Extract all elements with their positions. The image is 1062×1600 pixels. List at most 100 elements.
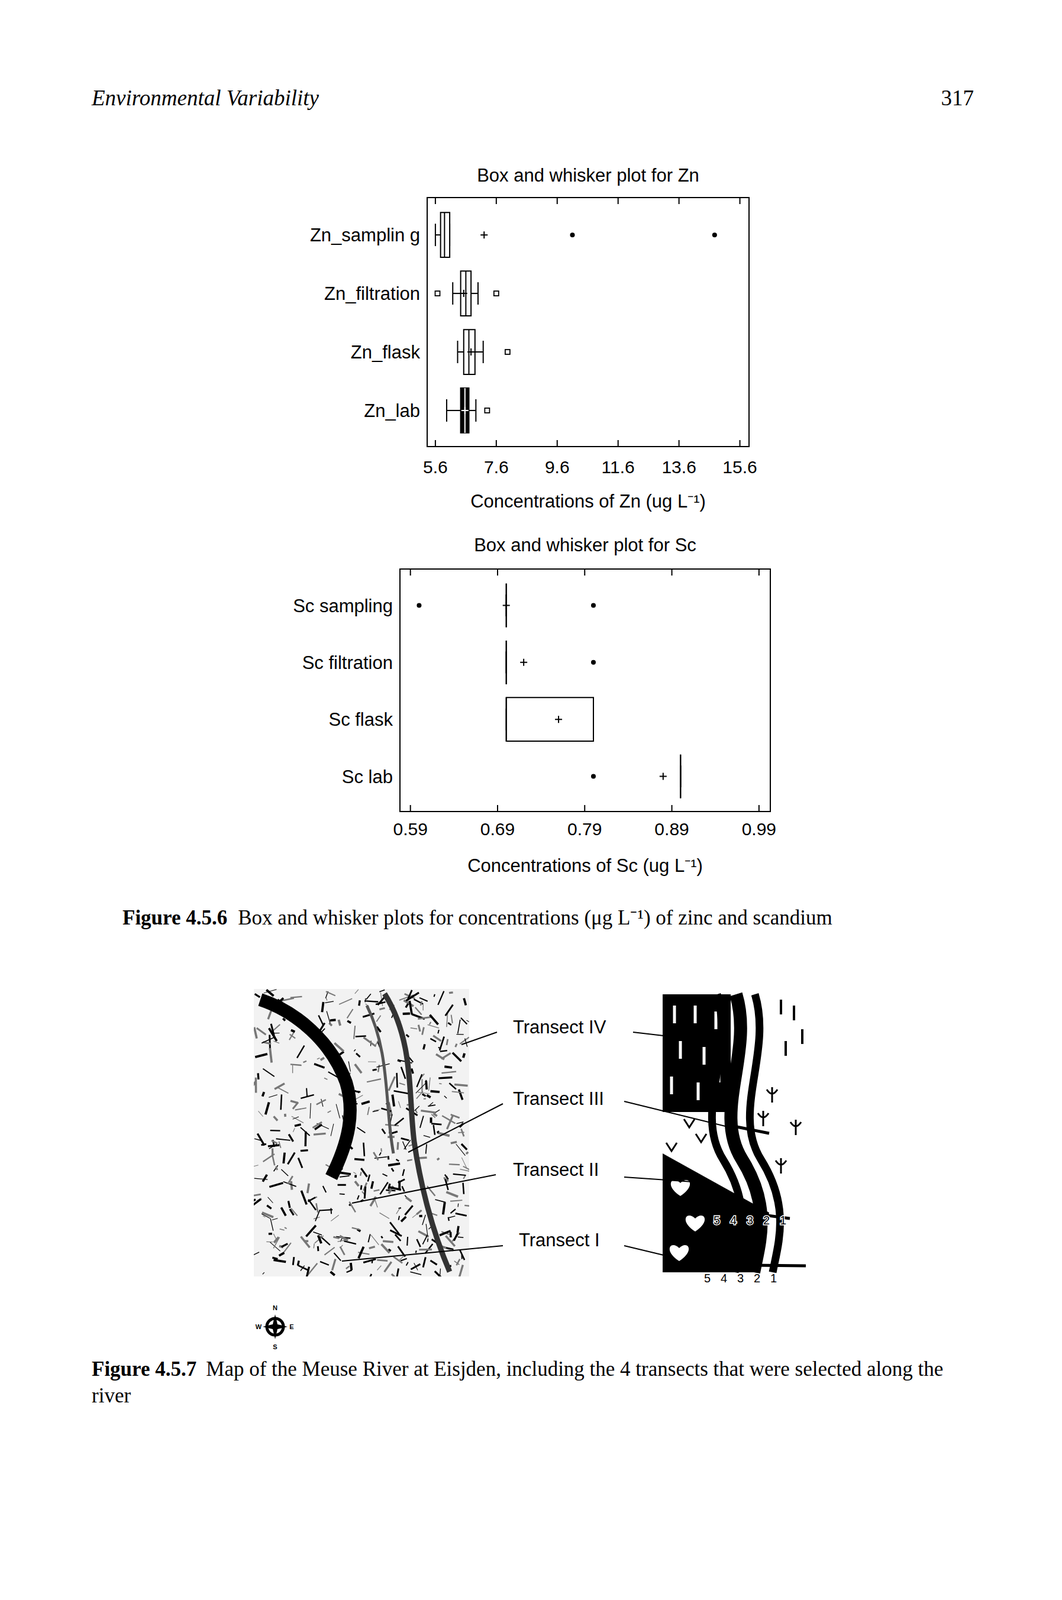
texture — [394, 1118, 404, 1126]
texture — [409, 1001, 412, 1015]
texture — [294, 1124, 302, 1127]
texture — [307, 1183, 310, 1194]
point-label: 3 — [737, 1272, 744, 1286]
texture — [379, 989, 385, 992]
texture — [446, 1039, 448, 1046]
texture — [331, 1259, 336, 1271]
texture — [325, 998, 328, 1002]
texture — [254, 1178, 269, 1180]
texture — [266, 1205, 271, 1209]
texture — [265, 1102, 270, 1115]
land-texture — [673, 1005, 677, 1024]
texture — [324, 1247, 335, 1256]
texture — [434, 1271, 445, 1277]
tick — [495, 440, 497, 447]
texture — [388, 1076, 395, 1091]
figure-caption: Figure 4.5.7Map of the Meuse River at Ei… — [91, 1356, 974, 1410]
schematic-map — [662, 994, 806, 1273]
whisker — [470, 292, 479, 295]
texture — [450, 1209, 456, 1214]
texture — [439, 1231, 451, 1236]
texture — [457, 1226, 459, 1233]
tick — [556, 440, 558, 447]
whisker-cap — [446, 399, 448, 422]
texture — [269, 1183, 283, 1188]
point-label: 5 — [713, 1214, 721, 1228]
tick — [739, 440, 741, 447]
texture — [402, 1169, 405, 1177]
texture — [339, 1193, 345, 1195]
compass-letter: N — [272, 1304, 278, 1312]
texture — [466, 1020, 470, 1027]
compass-letter: E — [289, 1323, 294, 1331]
texture — [269, 1048, 272, 1064]
texture — [446, 1247, 454, 1249]
texture — [370, 1235, 379, 1246]
texture — [378, 1064, 380, 1073]
mean-marker — [554, 715, 563, 723]
texture — [375, 1002, 386, 1005]
texture — [391, 1168, 395, 1173]
texture — [273, 1165, 279, 1172]
texture — [450, 1114, 460, 1119]
texture — [463, 1183, 464, 1195]
river — [260, 999, 351, 1178]
texture — [385, 1124, 399, 1126]
texture — [272, 1257, 278, 1260]
whisker — [435, 234, 441, 236]
texture — [273, 1260, 286, 1262]
transect-line — [727, 1125, 770, 1134]
texture — [320, 1261, 329, 1266]
outlier — [591, 603, 596, 609]
texture — [394, 1090, 409, 1094]
tick — [758, 569, 760, 576]
category-label: Sc filtration — [302, 652, 393, 674]
median — [505, 640, 508, 685]
land-texture — [693, 1005, 697, 1024]
texture — [262, 1069, 274, 1077]
texture — [291, 1030, 296, 1033]
symbol — [792, 1005, 796, 1021]
texture — [254, 1054, 268, 1058]
texture — [401, 1217, 406, 1222]
texture — [317, 1246, 320, 1252]
texture — [269, 1144, 277, 1149]
texture — [450, 1200, 463, 1202]
texture — [336, 1104, 340, 1119]
texture — [353, 1049, 356, 1052]
texture — [354, 1175, 357, 1178]
leader-line — [461, 1032, 497, 1045]
tick-label: 11.6 — [601, 457, 635, 477]
texture — [288, 1134, 293, 1142]
texture — [449, 1083, 457, 1090]
texture — [373, 1152, 379, 1161]
texture — [313, 1243, 315, 1249]
texture — [431, 1124, 442, 1125]
texture — [431, 1114, 435, 1119]
texture — [457, 1203, 459, 1208]
texture — [288, 1176, 293, 1184]
texture — [401, 1067, 406, 1080]
texture — [422, 1027, 425, 1036]
texture — [287, 1153, 295, 1165]
texture — [330, 1215, 339, 1222]
texture — [261, 1037, 276, 1044]
texture — [423, 1044, 425, 1050]
symbol — [779, 999, 783, 1015]
texture — [437, 1030, 439, 1034]
texture — [258, 1111, 264, 1117]
texture — [444, 1096, 447, 1099]
texture — [312, 1122, 322, 1129]
leader-line — [624, 1101, 728, 1128]
texture — [281, 1244, 288, 1248]
symbol — [695, 1134, 707, 1143]
chart-title: Box and whisker plot for Zn — [476, 165, 700, 186]
aerial-photo — [253, 989, 470, 1277]
texture — [396, 1269, 399, 1277]
tick — [671, 805, 673, 812]
texture — [393, 1257, 403, 1264]
texture — [422, 1235, 428, 1245]
whisker — [457, 351, 464, 353]
texture — [283, 1153, 285, 1164]
texture — [346, 1270, 353, 1273]
